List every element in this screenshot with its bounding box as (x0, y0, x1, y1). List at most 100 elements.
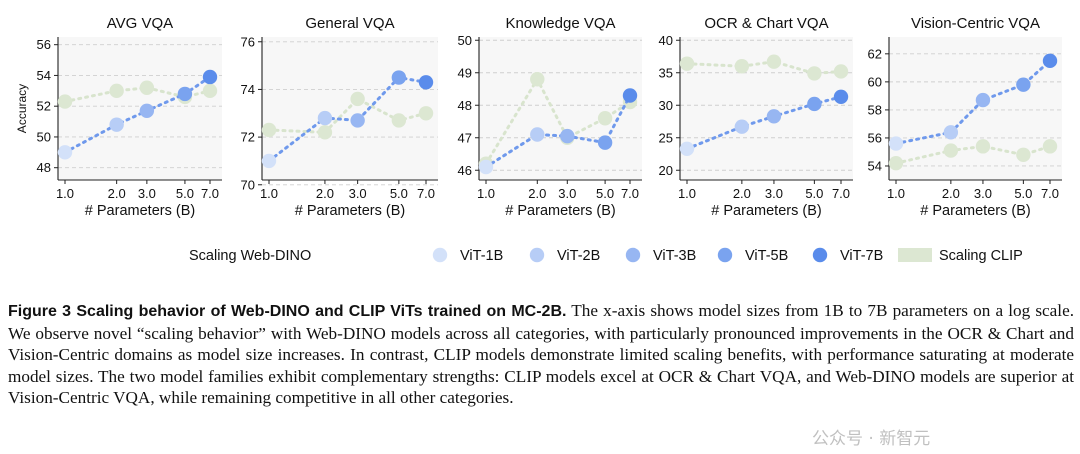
clip-point (350, 91, 365, 107)
web-dino-point (1016, 77, 1031, 92)
caption-label: Figure 3 Scaling behavior of Web-DINO an… (8, 303, 567, 320)
x-tick-label: 5.0 (390, 186, 408, 201)
legend: Scaling Web-DINO ViT-1B ViT-2B ViT-3B ViT-5B… (189, 247, 1023, 264)
x-tick-label: 5.0 (805, 186, 823, 201)
web-dino-point (766, 109, 782, 124)
y-tick-label: 74 (241, 82, 255, 97)
clip-point (530, 72, 545, 87)
plot-area (680, 37, 853, 180)
x-tick-label: 3.0 (138, 186, 156, 201)
x-tick-label: 1.0 (477, 186, 495, 201)
chart-title: Vision-Centric VQA (911, 15, 1040, 32)
clip-point (888, 155, 904, 171)
y-tick-label: 70 (241, 177, 255, 192)
y-tick-label: 52 (37, 99, 51, 114)
clip-series-line (894, 144, 1052, 165)
web-dino-point (888, 136, 904, 151)
web-dino-point (1042, 53, 1058, 69)
legend-title: Scaling Web-DINO (189, 248, 311, 264)
clip-point (418, 106, 434, 121)
legend-marker (529, 247, 545, 263)
x-axis-label: # Parameters (B) (505, 203, 615, 219)
clip-point (943, 143, 959, 158)
y-tick-label: 47 (458, 130, 472, 145)
x-tick-label: 7.0 (832, 186, 850, 201)
chart-title: Knowledge VQA (505, 15, 615, 32)
y-tick-label: 35 (659, 65, 673, 80)
y-tick-label: 62 (868, 46, 882, 61)
y-tick-label: 20 (659, 163, 673, 178)
x-tick-label: 2.0 (108, 186, 126, 201)
clip-point (202, 83, 218, 99)
y-tick-label: 50 (37, 129, 51, 144)
x-axis-label: # Parameters (B) (295, 203, 405, 219)
web-dino-point (418, 75, 434, 90)
y-tick-label: 54 (868, 158, 882, 173)
x-tick-label: 3.0 (558, 186, 576, 201)
clip-point (57, 94, 73, 109)
x-tick-label: 1.0 (678, 186, 696, 201)
web-dino-point (202, 69, 218, 85)
web-dino-point (261, 153, 277, 169)
chart-panel-2: 70 72 74 76 1.0 2.0 3.0 5.0 7.0 General VQA # Para… (241, 15, 438, 219)
y-tick-label: 56 (37, 37, 51, 52)
y-tick-label: 49 (458, 65, 472, 80)
x-axis-label: # Parameters (B) (85, 203, 195, 219)
y-tick-label: 56 (868, 130, 882, 145)
y-tick-label: 30 (659, 98, 673, 113)
chart-title: General VQA (305, 15, 394, 32)
legend-marker (812, 247, 828, 263)
legend-marker (625, 247, 641, 263)
x-tick-label: 1.0 (887, 186, 905, 201)
x-tick-label: 2.0 (528, 186, 546, 201)
x-tick-label: 5.0 (596, 186, 614, 201)
x-axis-label: # Parameters (B) (711, 203, 821, 219)
x-tick-label: 7.0 (201, 186, 219, 201)
clip-point (734, 59, 750, 74)
x-tick-label: 1.0 (56, 186, 74, 201)
clip-series-line (267, 97, 428, 134)
chart-title: OCR & Chart VQA (704, 15, 828, 32)
clip-point (975, 139, 991, 154)
x-tick-label: 7.0 (1041, 186, 1059, 201)
clip-point (766, 54, 782, 69)
chart-title: AVG VQA (107, 15, 173, 32)
clip-point (679, 56, 695, 71)
web-dino-point (679, 141, 695, 156)
clip-point (391, 113, 407, 128)
web-dino-point (109, 117, 124, 132)
clip-point (807, 66, 822, 81)
y-tick-label: 50 (458, 33, 472, 48)
clip-point (597, 111, 613, 126)
x-tick-label: 3.0 (765, 186, 783, 201)
web-dino-point (391, 70, 407, 85)
web-dino-point (975, 92, 991, 108)
y-tick-label: 40 (659, 33, 673, 48)
x-tick-label: 5.0 (176, 186, 194, 201)
legend-label: ViT-7B (840, 248, 883, 264)
chart-panel-4: 20 25 30 35 40 1.0 2.0 3.0 5.0 7.0 OCR & Chart VQA… (659, 15, 853, 219)
chart-panel-3: 46 47 48 49 50 1.0 2.0 3.0 5.0 7.0 Knowledge VQA # … (458, 15, 642, 219)
clip-series-line (484, 76, 632, 166)
y-tick-label: 72 (241, 130, 255, 145)
x-tick-label: 5.0 (1014, 186, 1032, 201)
y-tick-label: 48 (458, 98, 472, 113)
legend-label: ViT-1B (460, 248, 503, 264)
clip-point (317, 125, 333, 140)
y-tick-label: 58 (868, 102, 882, 117)
web-dino-point (734, 119, 750, 134)
y-tick-label: 46 (458, 163, 472, 178)
y-tick-label: 48 (37, 160, 51, 175)
web-dino-point (317, 110, 333, 126)
watermark: 公众号 · 新智元 (812, 429, 931, 449)
y-tick-label: 54 (37, 68, 51, 83)
legend-marker (717, 247, 733, 263)
legend-label: ViT-5B (745, 248, 788, 264)
web-dino-point (530, 127, 545, 142)
clip-point (833, 64, 849, 79)
legend-swatch (898, 248, 932, 262)
x-tick-label: 1.0 (260, 186, 278, 201)
caption-text: The x-axis shows model sizes from 1B to … (8, 301, 1074, 408)
x-axis-label: # Parameters (B) (920, 203, 1030, 219)
figure-charts: 48 50 52 54 56 1.0 2.0 3.0 5.0 7.0 AVG VQA # Parame… (15, 15, 1062, 264)
